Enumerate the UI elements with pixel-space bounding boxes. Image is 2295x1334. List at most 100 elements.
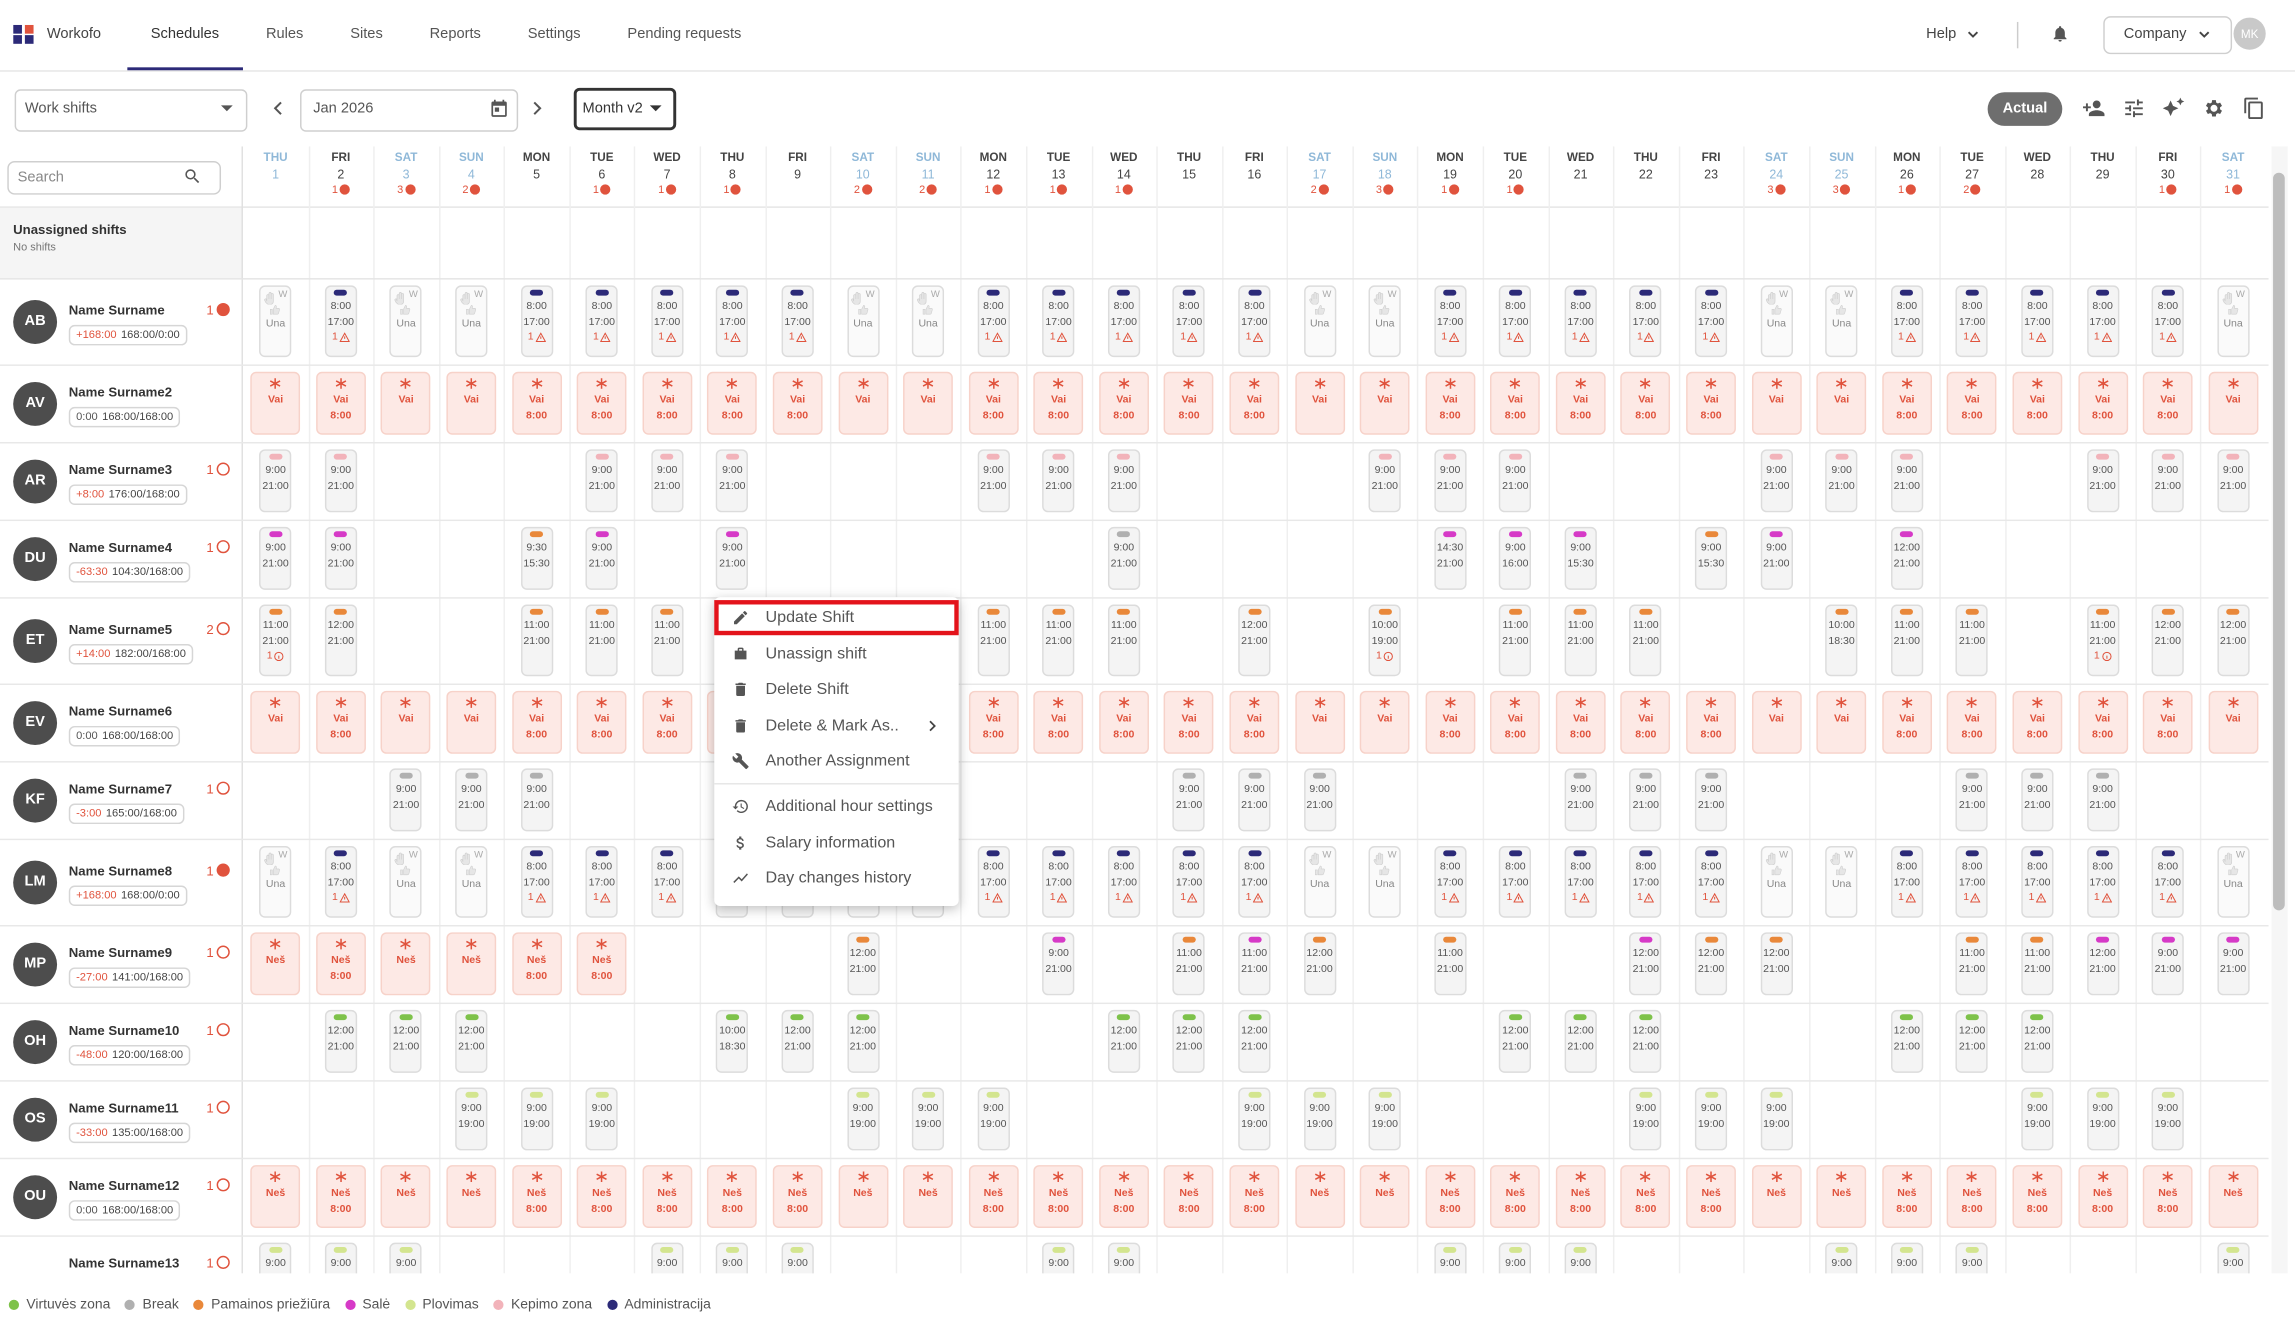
sick-leave-card[interactable]: Neš bbox=[250, 1165, 301, 1229]
bell-icon[interactable] bbox=[2051, 23, 2070, 43]
shift-card[interactable]: 9:00 21:00 bbox=[585, 526, 618, 590]
sick-leave-card[interactable]: Neš 8:00 bbox=[511, 932, 562, 996]
shift-card[interactable]: 9:00 21:00 bbox=[1760, 449, 1793, 513]
sick-leave-card[interactable]: Neš 8:00 bbox=[576, 1165, 627, 1229]
shift-card[interactable]: 9:00 19:00 bbox=[1760, 1087, 1793, 1151]
vacation-card[interactable]: Vai bbox=[381, 690, 431, 754]
calendar-icon[interactable] bbox=[489, 98, 509, 118]
menu-item[interactable]: Update Shift bbox=[714, 600, 959, 636]
shift-card[interactable]: 9:00 21:00 bbox=[1172, 768, 1206, 832]
employee-name[interactable]: Name Surname4 bbox=[68, 539, 173, 554]
employee-name[interactable]: Name Surname5 bbox=[68, 621, 173, 636]
menu-item[interactable]: Delete Shift bbox=[714, 672, 958, 707]
nav-tab[interactable]: Rules bbox=[265, 26, 304, 43]
company-select[interactable] bbox=[2103, 16, 2233, 55]
shift-card[interactable]: 9:00 bbox=[781, 1242, 814, 1274]
shift-card[interactable]: 9:00 15:30 bbox=[1694, 526, 1728, 590]
shift-card[interactable]: 11:00 21:00 bbox=[2021, 932, 2054, 996]
search-field[interactable] bbox=[7, 161, 222, 195]
sick-leave-card[interactable]: Neš 8:00 bbox=[1033, 1165, 1084, 1229]
employee-name[interactable]: Name Surname9 bbox=[68, 944, 173, 960]
shift-card[interactable]: 12:00 21:00 bbox=[1172, 1009, 1206, 1073]
shift-card[interactable]: 9:00 21:00 bbox=[2151, 449, 2184, 513]
sick-leave-card[interactable]: Neš bbox=[903, 1165, 953, 1229]
sick-leave-card[interactable]: Neš bbox=[837, 1165, 888, 1229]
sick-leave-card[interactable]: Neš bbox=[381, 932, 431, 996]
shift-card[interactable]: 12:00 21:00 bbox=[1238, 1009, 1271, 1073]
shift-card[interactable]: 9:00 21:00 bbox=[977, 449, 1010, 513]
shift-card[interactable]: 9:00 21:00 bbox=[2021, 768, 2054, 832]
shift-card[interactable]: 11:00 21:00 bbox=[1564, 604, 1597, 677]
shift-card[interactable]: 9:00 19:00 bbox=[1238, 1087, 1271, 1151]
menu-item[interactable]: Unassign shift bbox=[714, 636, 958, 671]
shift-card[interactable]: 12:00 21:00 bbox=[389, 1009, 423, 1073]
view-select[interactable] bbox=[573, 87, 677, 131]
shift-card[interactable]: 9:00 21:00 bbox=[2216, 932, 2250, 996]
vacation-card[interactable]: Vai bbox=[1359, 690, 1410, 754]
shift-card[interactable]: 12:00 21:00 bbox=[1629, 1009, 1662, 1073]
shift-card[interactable]: 9:00 21:00 bbox=[1890, 449, 1923, 513]
shift-card[interactable]: 9:00 21:00 bbox=[1564, 768, 1597, 832]
shift-card[interactable]: 11:00 21:00 1 bbox=[2086, 604, 2119, 677]
shift-card[interactable]: 9:00 bbox=[259, 1242, 292, 1274]
shift-card[interactable]: 12:00 21:00 bbox=[1890, 1009, 1923, 1073]
menu-item[interactable]: Delete & Mark As.. bbox=[714, 708, 958, 743]
shift-card[interactable]: 9:00 21:00 bbox=[1694, 768, 1728, 832]
employee-name[interactable]: Name Surname3 bbox=[68, 461, 173, 477]
sick-leave-card[interactable]: Neš 8:00 bbox=[1881, 1165, 1932, 1229]
shift-card[interactable]: 12:00 21:00 bbox=[2216, 604, 2250, 677]
shift-card[interactable]: 9:00 21:00 bbox=[650, 449, 684, 513]
shift-card[interactable]: 9:00 21:00 bbox=[520, 768, 553, 832]
menu-item[interactable]: Additional hour settings bbox=[714, 789, 958, 824]
shift-card[interactable]: 11:00 21:00 1 bbox=[259, 604, 292, 677]
user-avatar[interactable]: MK bbox=[2233, 17, 2266, 50]
shift-card[interactable]: 12:00 21:00 bbox=[324, 604, 357, 677]
sick-leave-card[interactable]: Neš 8:00 bbox=[1555, 1165, 1606, 1229]
shift-card[interactable]: 12:00 21:00 bbox=[846, 932, 879, 996]
nav-tab[interactable]: Pending requests bbox=[627, 26, 742, 43]
sick-leave-card[interactable]: Neš bbox=[250, 932, 301, 996]
shift-card[interactable]: 9:00 19:00 bbox=[520, 1087, 553, 1151]
nav-tab[interactable]: Schedules bbox=[127, 0, 243, 71]
shift-card[interactable]: 9:00 bbox=[1499, 1242, 1532, 1274]
shift-card[interactable]: 10:00 18:30 bbox=[1825, 604, 1858, 677]
shift-card[interactable]: 9:00 19:00 bbox=[2151, 1087, 2184, 1151]
next-month[interactable] bbox=[530, 101, 545, 116]
sick-leave-card[interactable]: Neš 8:00 bbox=[1686, 1165, 1736, 1229]
sick-leave-card[interactable]: Neš 8:00 bbox=[1164, 1165, 1214, 1229]
